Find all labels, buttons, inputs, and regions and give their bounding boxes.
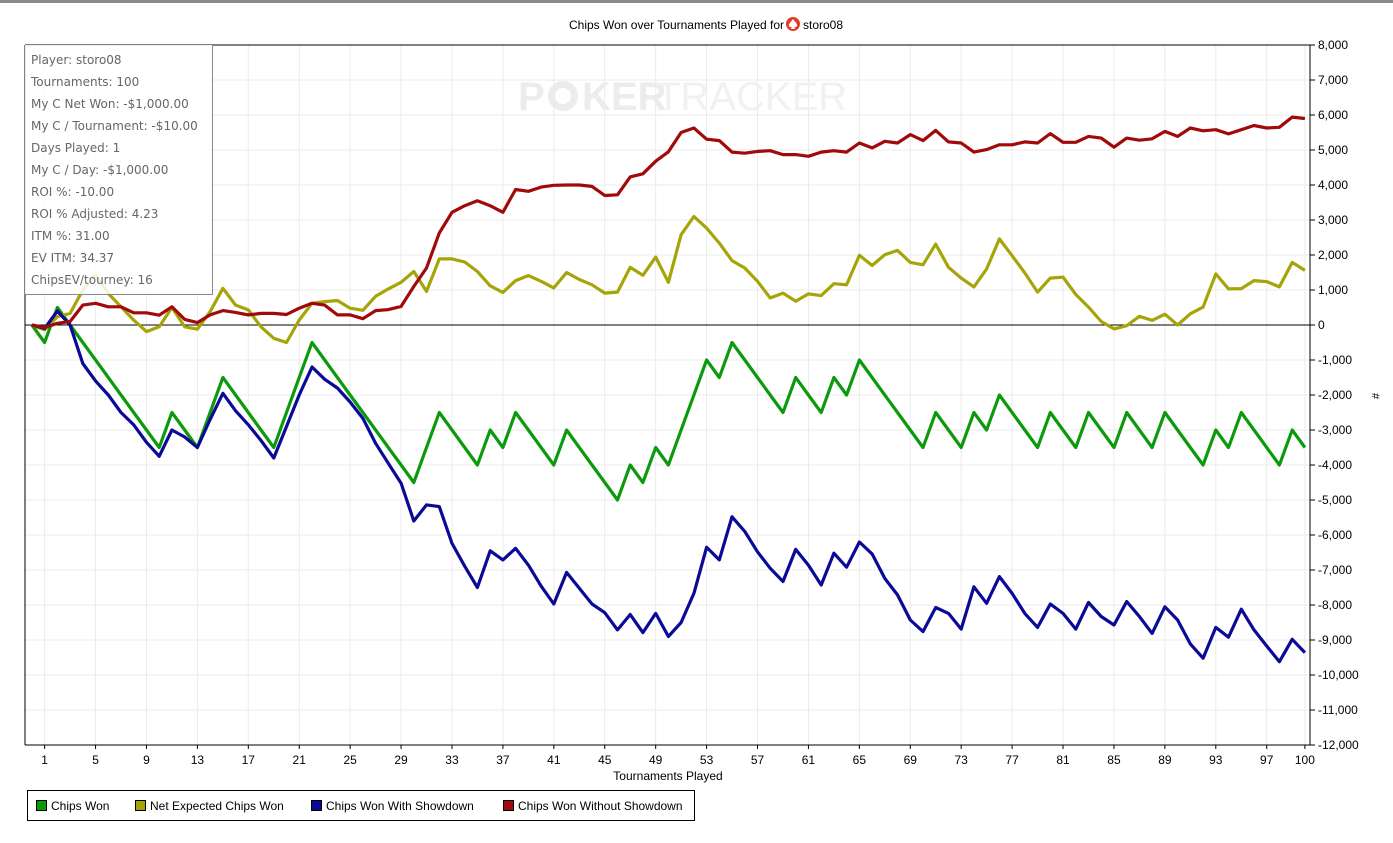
chart-title-player: storo08 — [803, 18, 843, 32]
y-tick-label: -1,000 — [1318, 353, 1352, 367]
series-line-net-expected-chips-won — [31, 214, 1306, 345]
y-axis-ticks: 8,000 7,000 6,000 5,000 4,000 3,000 2,000 1,000… — [1310, 38, 1359, 752]
pokerstars-spade-icon — [786, 17, 800, 31]
stat-net-won: My C Net Won: -$1,000.00 — [31, 97, 189, 111]
x-axis-label: Tournaments Played — [613, 769, 722, 783]
y-tick-label: -3,000 — [1318, 423, 1352, 437]
y-tick-label: -8,000 — [1318, 598, 1352, 612]
y-tick-label: -4,000 — [1318, 458, 1352, 472]
stat-chipsev: ChipsEV/tourney: 16 — [31, 273, 153, 287]
legend-item-with-showdown[interactable]: Chips Won With Showdown — [311, 799, 474, 813]
x-tick-label: 5 — [92, 753, 99, 767]
x-tick-label: 9 — [143, 753, 150, 767]
stat-roi: ROI %: -10.00 — [31, 185, 115, 199]
legend: Chips Won Net Expected Chips Won Chips W… — [27, 790, 695, 821]
legend-item-without-showdown[interactable]: Chips Won Without Showdown — [503, 799, 683, 813]
y-tick-label: -12,000 — [1318, 738, 1359, 752]
series-line-chips-won-without-showdown — [31, 115, 1306, 330]
stat-days-played: Days Played: 1 — [31, 141, 121, 155]
x-tick-label: 21 — [293, 753, 307, 767]
grid — [25, 44, 1310, 746]
x-tick-label: 93 — [1209, 753, 1223, 767]
window-top-border — [0, 0, 1393, 3]
x-tick-label: 61 — [802, 753, 816, 767]
stat-ev-itm: EV ITM: 34.37 — [31, 251, 115, 265]
x-tick-label: 73 — [955, 753, 969, 767]
stat-player: Player: storo08 — [31, 53, 122, 67]
y-tick-label: -5,000 — [1318, 493, 1352, 507]
y-tick-label: 1,000 — [1318, 283, 1348, 297]
y-tick-label: -6,000 — [1318, 528, 1352, 542]
x-tick-label: 57 — [751, 753, 765, 767]
x-tick-label: 69 — [904, 753, 918, 767]
x-tick-label: 25 — [343, 753, 357, 767]
legend-swatch — [503, 800, 514, 811]
chart-title: Chips Won over Tournaments Played for — [569, 18, 784, 32]
x-tick-label: 41 — [547, 753, 561, 767]
x-tick-label: 89 — [1158, 753, 1172, 767]
player-stats-panel: Player: storo08 Tournaments: 100 My C Ne… — [25, 45, 213, 295]
x-tick-label: 29 — [394, 753, 408, 767]
legend-item-net-expected[interactable]: Net Expected Chips Won — [135, 799, 284, 813]
series-lines — [30, 115, 1307, 664]
y-tick-label: 6,000 — [1318, 108, 1348, 122]
x-tick-label: 13 — [191, 753, 205, 767]
x-tick-label: 97 — [1260, 753, 1274, 767]
stat-roi-adjusted: ROI % Adjusted: 4.23 — [31, 207, 159, 221]
stat-tournaments: Tournaments: 100 — [31, 75, 140, 89]
y-tick-label: 8,000 — [1318, 38, 1348, 52]
y-tick-label: 4,000 — [1318, 178, 1348, 192]
x-tick-label: 17 — [242, 753, 256, 767]
y-tick-label: -10,000 — [1318, 668, 1359, 682]
svg-text:P: P — [518, 75, 545, 119]
y-tick-label: -9,000 — [1318, 633, 1352, 647]
y-tick-label: 7,000 — [1318, 73, 1348, 87]
stat-per-tournament: My C / Tournament: -$10.00 — [31, 119, 198, 133]
legend-item-chips-won[interactable]: Chips Won — [36, 799, 109, 813]
x-tick-label: 49 — [649, 753, 663, 767]
x-tick-label: 37 — [496, 753, 510, 767]
y-tick-label: 0 — [1318, 318, 1325, 332]
x-tick-label: 100 — [1295, 753, 1315, 767]
watermark: P KER TRACKER — [518, 75, 847, 119]
x-tick-label: 65 — [853, 753, 867, 767]
legend-swatch — [311, 800, 322, 811]
x-tick-label: 33 — [445, 753, 459, 767]
y-tick-label: -11,000 — [1318, 703, 1358, 717]
x-tick-label: 81 — [1056, 753, 1070, 767]
y-tick-label: 3,000 — [1318, 213, 1348, 227]
svg-text:TRACKER: TRACKER — [656, 75, 847, 119]
y-tick-label: 5,000 — [1318, 143, 1348, 157]
x-tick-label: 45 — [598, 753, 612, 767]
y-axis-label: # — [1369, 393, 1381, 400]
svg-text:KER: KER — [582, 75, 667, 119]
y-tick-label: 2,000 — [1318, 248, 1348, 262]
legend-swatch — [135, 800, 146, 811]
y-tick-label: -7,000 — [1318, 563, 1352, 577]
stat-itm: ITM %: 31.00 — [31, 229, 110, 243]
legend-swatch — [36, 800, 47, 811]
x-tick-label: 85 — [1107, 753, 1121, 767]
stat-per-day: My C / Day: -$1,000.00 — [31, 163, 169, 177]
series-line-chips-won — [30, 305, 1307, 502]
x-axis-ticks: 1 5 9 13 17 21 25 29 33 37 41 45 49 53 57 61 65 69 73 77 81 8… — [41, 745, 1315, 767]
x-tick-label: 1 — [41, 753, 48, 767]
x-tick-label: 77 — [1005, 753, 1019, 767]
x-tick-label: 53 — [700, 753, 714, 767]
y-tick-label: -2,000 — [1318, 388, 1352, 402]
series-line-chips-won-with-showdown — [31, 309, 1307, 664]
